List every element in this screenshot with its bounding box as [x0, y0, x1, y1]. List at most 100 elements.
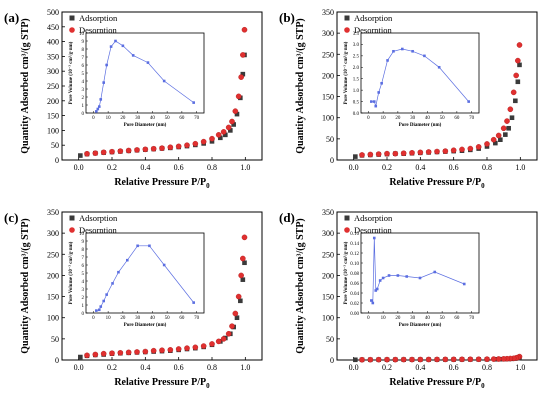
inset-y-tick-label: 2.5 — [353, 55, 360, 60]
adsorption-point — [509, 115, 515, 121]
desorption-point — [167, 347, 174, 353]
plot-frame — [61, 211, 263, 361]
inset-y-tick-label: 2 — [82, 296, 85, 301]
inset-series-point — [380, 81, 383, 85]
adsorption-point — [231, 122, 236, 127]
y-tick-label: 200 — [47, 97, 59, 106]
inset-x-tick-label: 0 — [367, 116, 370, 121]
inset-y-tick-label: 0.04 — [350, 292, 359, 297]
inset-y-tick-label: 0.16 — [350, 232, 359, 237]
inset-x-tick-label: 10 — [381, 316, 387, 321]
inset-series-point — [121, 44, 125, 48]
desorption-point — [442, 356, 449, 363]
inset-series-point — [370, 299, 373, 302]
y-tick-label: 500 — [47, 8, 59, 17]
inset-y-axis-label: Pore Volume (10⁻³ cm³/g·nm) — [343, 41, 349, 104]
inset-series-point — [387, 274, 391, 277]
inset-frame — [360, 32, 480, 114]
y-tick-label: 200 — [322, 71, 334, 80]
panel-c: 0.0 0.2 0.4 0.6 0.8 1.0050100150200250300350R… — [4, 208, 263, 390]
legend-desorption-marker — [69, 27, 75, 33]
inset-x-tick-label: 0 — [367, 316, 370, 321]
desorption-point — [513, 72, 519, 79]
y-tick-label: 250 — [47, 82, 59, 91]
y-axis-label: Quantity Adsorbed cm³/(g STP) — [295, 218, 306, 354]
inset-x-tick-label: 50 — [165, 116, 171, 121]
inset-chart: 0 10 20 30 40 50 60 70 0.00 0.02 0.04 0.06 0.08 0.10 0… — [343, 232, 480, 328]
desorption-point — [515, 57, 521, 64]
adsorption-point — [240, 277, 246, 282]
desorption-point — [241, 234, 248, 241]
inset-series-point — [102, 81, 105, 84]
desorption-point — [475, 356, 482, 363]
inset-chart: 0 10 20 30 40 50 60 70 0.0 0.5 1.0 1.5 2.0 2.5 3.0 3.5 P… — [343, 32, 480, 128]
desorption-point — [409, 150, 415, 156]
inset-x-tick-label: 10 — [106, 116, 112, 121]
x-axis-label-subscript: 0 — [206, 382, 210, 390]
panel-d: 0.0 0.2 0.4 0.6 0.8 1.0050100150200250300350R… — [279, 208, 538, 390]
desorption-point — [400, 150, 407, 157]
desorption-point — [215, 132, 222, 138]
y-tick-label: 300 — [322, 29, 334, 38]
inset-x-tick-label: 60 — [454, 316, 460, 321]
y-tick-label: 350 — [47, 208, 59, 217]
inset-series-point — [381, 276, 385, 280]
y-tick-label: 150 — [47, 293, 59, 302]
desorption-point — [92, 351, 99, 358]
desorption-point — [100, 149, 107, 156]
inset-x-tick-label: 10 — [381, 116, 387, 121]
adsorption-point — [223, 132, 228, 138]
inset-x-tick-label: 30 — [135, 116, 141, 121]
y-tick-label: 0 — [55, 356, 59, 365]
legend-adsorption-marker — [344, 15, 350, 21]
inset-y-tick-label: 6 — [82, 264, 85, 269]
inset-x-tick-label: 60 — [454, 116, 460, 121]
desorption-point — [109, 350, 115, 357]
inset-series-point — [370, 100, 373, 103]
desorption-point — [409, 356, 415, 363]
inset-x-tick-label: 20 — [120, 316, 126, 321]
desorption-point — [241, 26, 248, 33]
y-tick-label: 350 — [47, 52, 59, 61]
panel-letter: (c) — [4, 210, 18, 225]
desorption-point — [359, 356, 365, 363]
inset-x-tick-label: 0 — [92, 316, 95, 321]
desorption-point — [384, 356, 390, 363]
x-tick-label: 0.2 — [107, 163, 117, 172]
desorption-point — [392, 150, 399, 157]
legend-desorption-label: Desorption — [354, 225, 393, 235]
desorption-point — [495, 356, 502, 362]
inset-series-point — [99, 305, 103, 308]
desorption-point — [229, 323, 235, 329]
inset-y-tick-label: 1.0 — [353, 89, 360, 94]
x-tick-label: 0.4 — [140, 163, 150, 172]
desorption-point — [367, 151, 374, 158]
x-tick-label: 0.2 — [107, 363, 117, 372]
legend-desorption-marker — [69, 227, 75, 233]
inset-y-tick-label: 5 — [82, 272, 85, 277]
inset-x-tick-label: 70 — [194, 116, 200, 121]
y-tick-label: 100 — [47, 126, 59, 135]
inset-y-tick-label: 7 — [82, 56, 85, 61]
adsorption-point — [517, 62, 522, 68]
inset-y-tick-label: 3 — [82, 288, 85, 293]
inset-x-tick-label: 50 — [440, 116, 446, 121]
y-tick-label: 250 — [322, 250, 334, 259]
inset-x-tick-label: 10 — [106, 316, 112, 321]
x-axis-label: Relative Pressure P/P0 — [114, 177, 210, 190]
inset-series-point — [131, 54, 135, 57]
desorption-point — [375, 151, 382, 157]
adsorption-point — [515, 79, 521, 85]
desorption-point — [117, 148, 124, 154]
desorption-point — [159, 347, 165, 354]
inset-x-tick-label: 30 — [135, 316, 141, 321]
inset-y-tick-label: 0.10 — [350, 262, 359, 267]
desorption-point — [400, 356, 407, 363]
desorption-point — [150, 347, 157, 354]
desorption-point — [367, 356, 374, 363]
adsorption-point — [493, 140, 498, 146]
inset-series-point — [437, 65, 441, 69]
x-axis-label-main: Relative Pressure P/P — [114, 177, 206, 188]
x-tick-label: 0.4 — [140, 363, 150, 372]
x-tick-label: 0.6 — [449, 163, 459, 172]
